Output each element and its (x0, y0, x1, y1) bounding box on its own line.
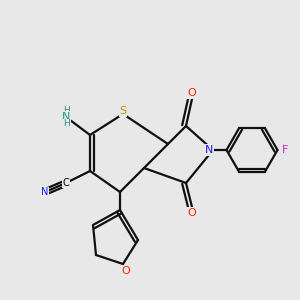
Text: S: S (119, 106, 127, 116)
Text: H: H (63, 119, 69, 128)
Text: O: O (188, 208, 196, 218)
Text: O: O (188, 88, 196, 98)
Text: H: H (63, 106, 69, 115)
Text: F: F (282, 145, 288, 155)
Text: C: C (63, 178, 69, 188)
Text: N: N (62, 112, 70, 122)
Text: O: O (122, 266, 130, 277)
Text: N: N (205, 145, 214, 155)
Text: N: N (41, 187, 49, 197)
